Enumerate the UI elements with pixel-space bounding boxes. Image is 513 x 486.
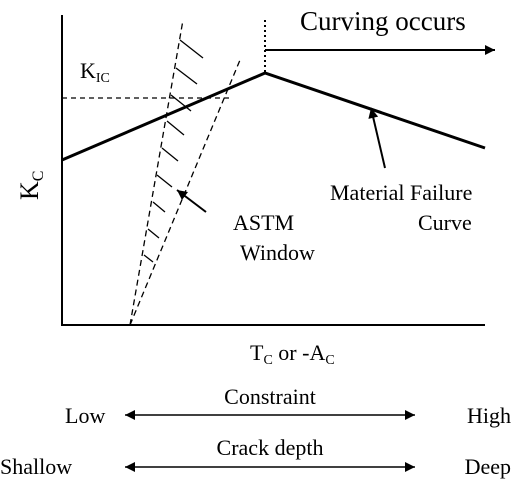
material-failure-line2: Curve	[418, 210, 472, 235]
kic-base: K	[80, 58, 96, 83]
constraint-title: Constraint	[224, 384, 316, 409]
x-sub2: C	[325, 353, 334, 368]
x-axis-label: TC or -AC	[250, 340, 335, 368]
crack-depth-high: Deep	[465, 454, 511, 479]
x-sub1: C	[263, 353, 272, 368]
crack-depth-low: Shallow	[0, 454, 72, 479]
failure-pointer	[368, 107, 386, 169]
y-base: K	[15, 181, 44, 200]
astm-window	[129, 19, 241, 326]
astm-pointer	[176, 189, 207, 213]
astm-line1: ASTM	[233, 210, 294, 235]
axes	[61, 15, 485, 326]
constraint-high: High	[467, 403, 511, 428]
material-failure-line1: Material Failure	[330, 180, 472, 205]
failure-curve	[61, 71, 486, 162]
y-axis-label: KC	[15, 171, 47, 200]
astm-line2: Window	[240, 240, 315, 265]
crack-depth-title: Crack depth	[217, 435, 324, 460]
curving-label: Curving occurs	[300, 6, 466, 36]
y-sub: C	[30, 171, 47, 182]
x-base1: T	[250, 340, 264, 365]
kic-sub: IC	[96, 71, 110, 86]
kic-label: KIC	[80, 58, 110, 86]
x-mid: or -A	[273, 340, 326, 365]
constraint-low: Low	[65, 403, 105, 428]
